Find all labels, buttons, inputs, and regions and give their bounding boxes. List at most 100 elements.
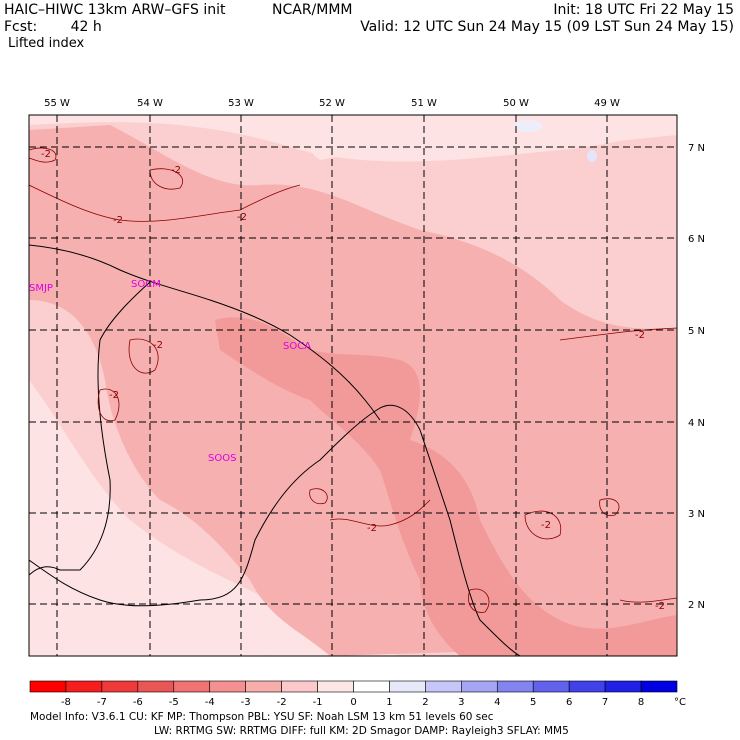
station-labels: SMJP SOCM SOCA SOOS (29, 279, 311, 464)
colorbar-swatch (29, 680, 67, 693)
colorbar-tick-label: -5 (169, 697, 179, 708)
contour-line (128, 338, 159, 374)
colorbar-tick-label: 2 (422, 697, 428, 708)
station-label: SOCA (283, 341, 311, 352)
lon-label: 53 W (228, 98, 254, 109)
colorbar-tick-label: -7 (97, 697, 107, 708)
contour-line (309, 488, 328, 505)
colorbar-tick-label: 3 (458, 697, 464, 708)
contour-line (468, 588, 490, 613)
colorbar-swatch (640, 680, 678, 693)
colorbar-swatch (461, 680, 498, 693)
colorbar-tick-label: 5 (530, 697, 536, 708)
lat-label: 4 N (688, 418, 705, 429)
colorbar-swatch (173, 680, 211, 693)
colorbar-tick-label: 7 (602, 697, 608, 708)
colorbar-swatch (317, 680, 354, 693)
lat-label: 6 N (688, 234, 705, 245)
field-pale-sw (29, 560, 270, 656)
coastline (29, 244, 381, 421)
contour-line (599, 498, 620, 517)
lat-label: 2 N (688, 600, 705, 611)
colorbar-swatch (425, 680, 462, 693)
contour-line (619, 597, 677, 603)
colorbar-tick-label: -3 (241, 697, 251, 708)
contour-line (149, 168, 183, 190)
colorbar-tick-label: -4 (205, 697, 215, 708)
contour-line (29, 147, 57, 163)
colorbar-swatch (65, 680, 103, 693)
lon-label: 50 W (503, 98, 529, 109)
map-frame (28, 114, 678, 657)
field-name: Lifted index (8, 36, 85, 51)
lat-label: 5 N (688, 326, 705, 337)
station-label: SOCM (131, 279, 161, 290)
colorbar-swatch (496, 680, 534, 693)
lat-label: 3 N (688, 509, 705, 520)
contour-value-label: -2 (237, 212, 247, 223)
station-label: SOOS (208, 453, 236, 464)
contour-value-label: -2 (541, 520, 551, 531)
colorbar-swatch (532, 680, 570, 693)
fcst-label: Fcst: (4, 19, 38, 35)
model-info-line2: LW: RRTMG SW: RRTMG DIFF: full KM: 2D Sm… (154, 725, 569, 737)
contour-line (559, 327, 677, 341)
colorbar-swatch (245, 680, 282, 693)
colorbar-tick-label: 4 (494, 697, 500, 708)
contour-value-label: -2 (655, 601, 665, 612)
contour-value-label: -2 (171, 165, 181, 176)
border-french-guiana (379, 404, 521, 656)
colorbar-swatch (389, 680, 426, 693)
model-name: HAIC–HIWC 13km ARW–GFS init (4, 2, 226, 18)
contour-value-label: -2 (367, 523, 377, 534)
contour-value-label: -2 (109, 390, 119, 401)
field-blue-patch-2 (587, 150, 597, 162)
colorbar-unit: °C (674, 697, 686, 708)
colorbar-tick-label: -6 (133, 697, 143, 708)
contour-value-label: -2 (113, 215, 123, 226)
lon-label: 52 W (319, 98, 345, 109)
shaded-field (29, 115, 677, 656)
colorbar-tick-label: 6 (566, 697, 572, 708)
contour-line (524, 510, 562, 540)
field-medium-west (29, 140, 100, 290)
lon-label: 55 W (44, 98, 70, 109)
colorbar-swatch (281, 680, 318, 693)
fcst-value: 42 h (70, 19, 102, 35)
model-info-line1: Model Info: V3.6.1 CU: KF MP: Thompson P… (30, 711, 494, 723)
colorbar-tick-label: 8 (638, 697, 644, 708)
colorbar-tick-label: -2 (277, 697, 287, 708)
contour-labels: -2 -2 -2 -2 -2 -2 -2 -2 -2 -2 (41, 149, 665, 612)
colorbar-tick-label: -1 (313, 697, 323, 708)
init-time: Init: 18 UTC Fri 22 May 15 (553, 2, 734, 18)
contour-line (329, 499, 431, 527)
colorbar-swatch (209, 680, 246, 693)
coastlines-borders (29, 244, 521, 656)
colorbar-tick-label: 1 (386, 697, 392, 708)
longitude-labels: 55 W 54 W 53 W 52 W 51 W 50 W 49 W (44, 98, 620, 109)
colorbar: -8 -7 -6 -5 -4 -3 -2 -1 0 1 2 3 4 5 6 7 8 °C (29, 680, 686, 708)
lon-label: 54 W (137, 98, 163, 109)
lat-label: 7 N (688, 143, 705, 154)
station-label: SMJP (29, 283, 53, 294)
colorbar-swatch (568, 680, 606, 693)
valid-time: Valid: 12 UTC Sun 24 May 15 (09 LST Sun … (360, 19, 734, 35)
lon-label: 49 W (594, 98, 620, 109)
lon-label: 51 W (411, 98, 437, 109)
contour-line (29, 184, 301, 222)
contour-value-label: -2 (635, 330, 645, 341)
contour-value-label: -2 (153, 340, 163, 351)
colorbar-swatch (101, 680, 139, 693)
colorbar-swatch (137, 680, 175, 693)
latitude-labels: 7 N 6 N 5 N 4 N 3 N 2 N (688, 143, 705, 611)
lat-lon-grid (29, 115, 677, 656)
field-strong (215, 317, 677, 656)
colorbar-tick-label: -8 (61, 697, 71, 708)
field-blue-patch-1 (514, 120, 542, 132)
org-label: NCAR/MMM (272, 2, 353, 18)
forecast-hour: Fcst: 42 h (4, 19, 102, 35)
contour-value-label: -2 (41, 149, 51, 160)
colorbar-tick-label: 0 (350, 697, 356, 708)
model-title: HAIC–HIWC 13km ARW–GFS init (4, 2, 225, 18)
